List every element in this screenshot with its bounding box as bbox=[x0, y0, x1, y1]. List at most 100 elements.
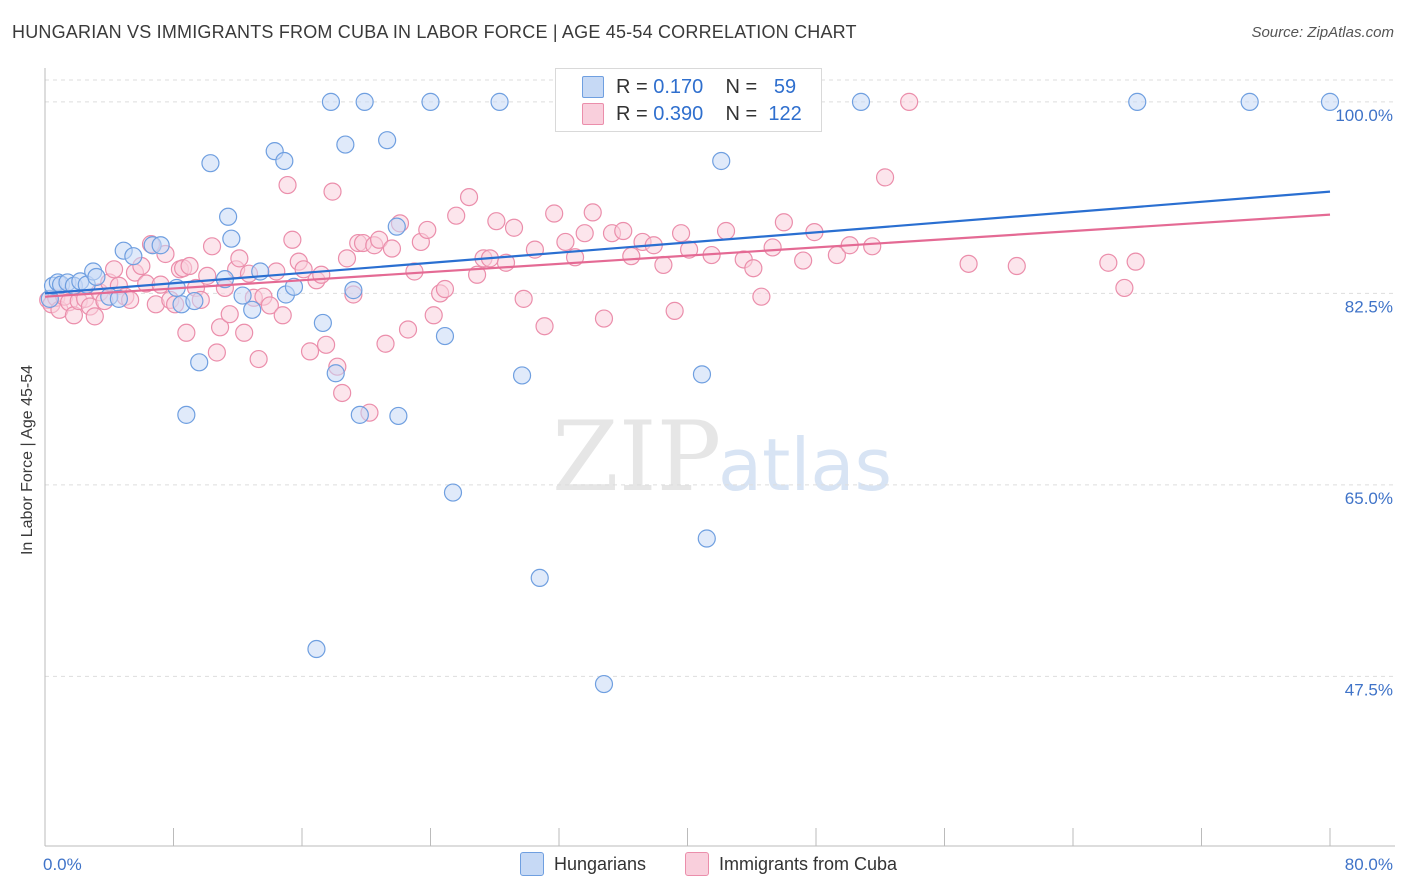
cuba-point bbox=[863, 237, 882, 256]
hungarian-point bbox=[219, 207, 238, 226]
hungarian-point bbox=[530, 568, 549, 588]
correlation-legend: R = 0.170 N = 59 R = 0.390 N = 122 bbox=[555, 68, 822, 132]
cuba-point bbox=[1099, 253, 1118, 272]
hungarian-point bbox=[109, 289, 128, 308]
cuba-point bbox=[594, 309, 614, 328]
cuba-point bbox=[556, 232, 575, 252]
cuba-point bbox=[504, 218, 524, 237]
legend-r-value: 0.170 bbox=[653, 75, 704, 98]
hungarian-point bbox=[336, 135, 355, 154]
cuba-point bbox=[1007, 256, 1026, 276]
legend-item-cuba: Immigrants from Cuba bbox=[685, 852, 897, 876]
watermark: ZIP atlas bbox=[552, 401, 892, 513]
x-tick-label: 0.0% bbox=[43, 855, 82, 874]
cuba-point bbox=[665, 301, 684, 320]
hungarian-point bbox=[177, 405, 196, 424]
hungarian-point bbox=[421, 92, 440, 111]
y-tick-label: 47.5% bbox=[1345, 680, 1393, 699]
cuba-point bbox=[249, 349, 268, 369]
legend-n-value: 59 bbox=[773, 75, 797, 98]
cuba-point bbox=[459, 187, 479, 207]
y-tick-label: 100.0% bbox=[1335, 106, 1393, 125]
hungarian-point bbox=[243, 300, 262, 319]
hungarian-point bbox=[284, 277, 304, 296]
cuba-point bbox=[774, 213, 793, 232]
cuba-point bbox=[85, 307, 104, 326]
cuba-point bbox=[467, 265, 487, 284]
hungarian-point bbox=[233, 286, 252, 305]
legend-r-value: 0.390 bbox=[653, 102, 704, 125]
hungarian-point bbox=[692, 365, 712, 384]
chart-title: HUNGARIAN VS IMMIGRANTS FROM CUBA IN LAB… bbox=[12, 22, 857, 42]
hungarian-point bbox=[326, 364, 345, 383]
hungarian-point bbox=[313, 313, 332, 333]
cuba-point bbox=[312, 265, 331, 284]
legend-item-hungarians: Hungarians bbox=[520, 852, 646, 876]
hungarian-point bbox=[490, 92, 509, 111]
cuba-point bbox=[210, 318, 230, 337]
cuba-point bbox=[1126, 252, 1145, 271]
y-axis-label: In Labor Force | Age 45-54 bbox=[19, 364, 36, 556]
legend-row-cuba-text: R = 0.390 N = 122 bbox=[616, 103, 802, 126]
cuba-point bbox=[535, 317, 554, 336]
cuba-point bbox=[583, 203, 602, 222]
trend-line-cuba bbox=[44, 213, 1331, 298]
hungarian-point bbox=[87, 267, 106, 287]
cuba-point bbox=[207, 343, 226, 362]
cuba-point bbox=[260, 296, 279, 315]
cuba-point bbox=[654, 255, 673, 275]
cuba-point bbox=[744, 259, 763, 278]
hungarian-point bbox=[851, 92, 871, 111]
hungarian-point bbox=[1320, 92, 1340, 111]
hungarian-point bbox=[594, 674, 614, 694]
cuba-point bbox=[104, 260, 124, 279]
cuba-point bbox=[202, 237, 222, 256]
cuba-point bbox=[435, 279, 455, 299]
x-tick-labels: 0.0% 80.0% bbox=[43, 855, 1393, 874]
axes bbox=[44, 68, 1395, 847]
hungarian-point bbox=[378, 131, 397, 150]
cuba-point bbox=[794, 251, 813, 270]
cuba-point bbox=[337, 249, 357, 268]
series-cuba-points bbox=[39, 92, 1145, 422]
legend-swatch-hungarians bbox=[520, 852, 544, 876]
cuba-point bbox=[487, 212, 506, 231]
hungarian-point bbox=[355, 92, 374, 111]
hungarian-point bbox=[443, 483, 463, 502]
legend-label-hungarians: Hungarians bbox=[554, 853, 647, 874]
hungarian-point bbox=[124, 247, 143, 266]
legend-swatch-blue bbox=[582, 76, 604, 98]
hungarian-point bbox=[185, 291, 204, 311]
cuba-point bbox=[447, 206, 466, 225]
cuba-point bbox=[545, 204, 564, 223]
y-tick-label: 65.0% bbox=[1345, 489, 1393, 508]
cuba-point bbox=[1115, 278, 1134, 298]
source-credit: Source: ZipAtlas.com bbox=[1251, 24, 1394, 41]
cuba-point bbox=[680, 240, 699, 259]
hungarian-point bbox=[222, 229, 241, 248]
series-hungarians-points bbox=[40, 92, 1340, 694]
cuba-point bbox=[575, 224, 594, 243]
cuba-point bbox=[235, 323, 254, 342]
hungarian-point bbox=[389, 406, 408, 426]
cuba-point bbox=[514, 289, 533, 308]
legend-r-label: R = bbox=[616, 75, 648, 98]
cuba-point bbox=[370, 230, 389, 249]
cuba-point bbox=[300, 342, 320, 361]
cuba-point bbox=[376, 334, 395, 353]
cuba-point bbox=[398, 320, 418, 339]
legend-swatch-pink bbox=[582, 103, 604, 125]
legend-n-label: N = bbox=[725, 75, 758, 98]
hungarian-point bbox=[1128, 92, 1147, 111]
cuba-point bbox=[418, 220, 437, 240]
hungarian-point bbox=[307, 639, 326, 659]
hungarian-point bbox=[712, 151, 731, 171]
hungarian-point bbox=[201, 154, 220, 173]
hungarian-point bbox=[435, 326, 455, 346]
hungarian-point bbox=[387, 217, 406, 236]
cuba-point bbox=[177, 323, 196, 342]
cuba-point bbox=[220, 305, 239, 324]
hungarian-point bbox=[350, 405, 369, 424]
trend-lines bbox=[44, 190, 1331, 298]
